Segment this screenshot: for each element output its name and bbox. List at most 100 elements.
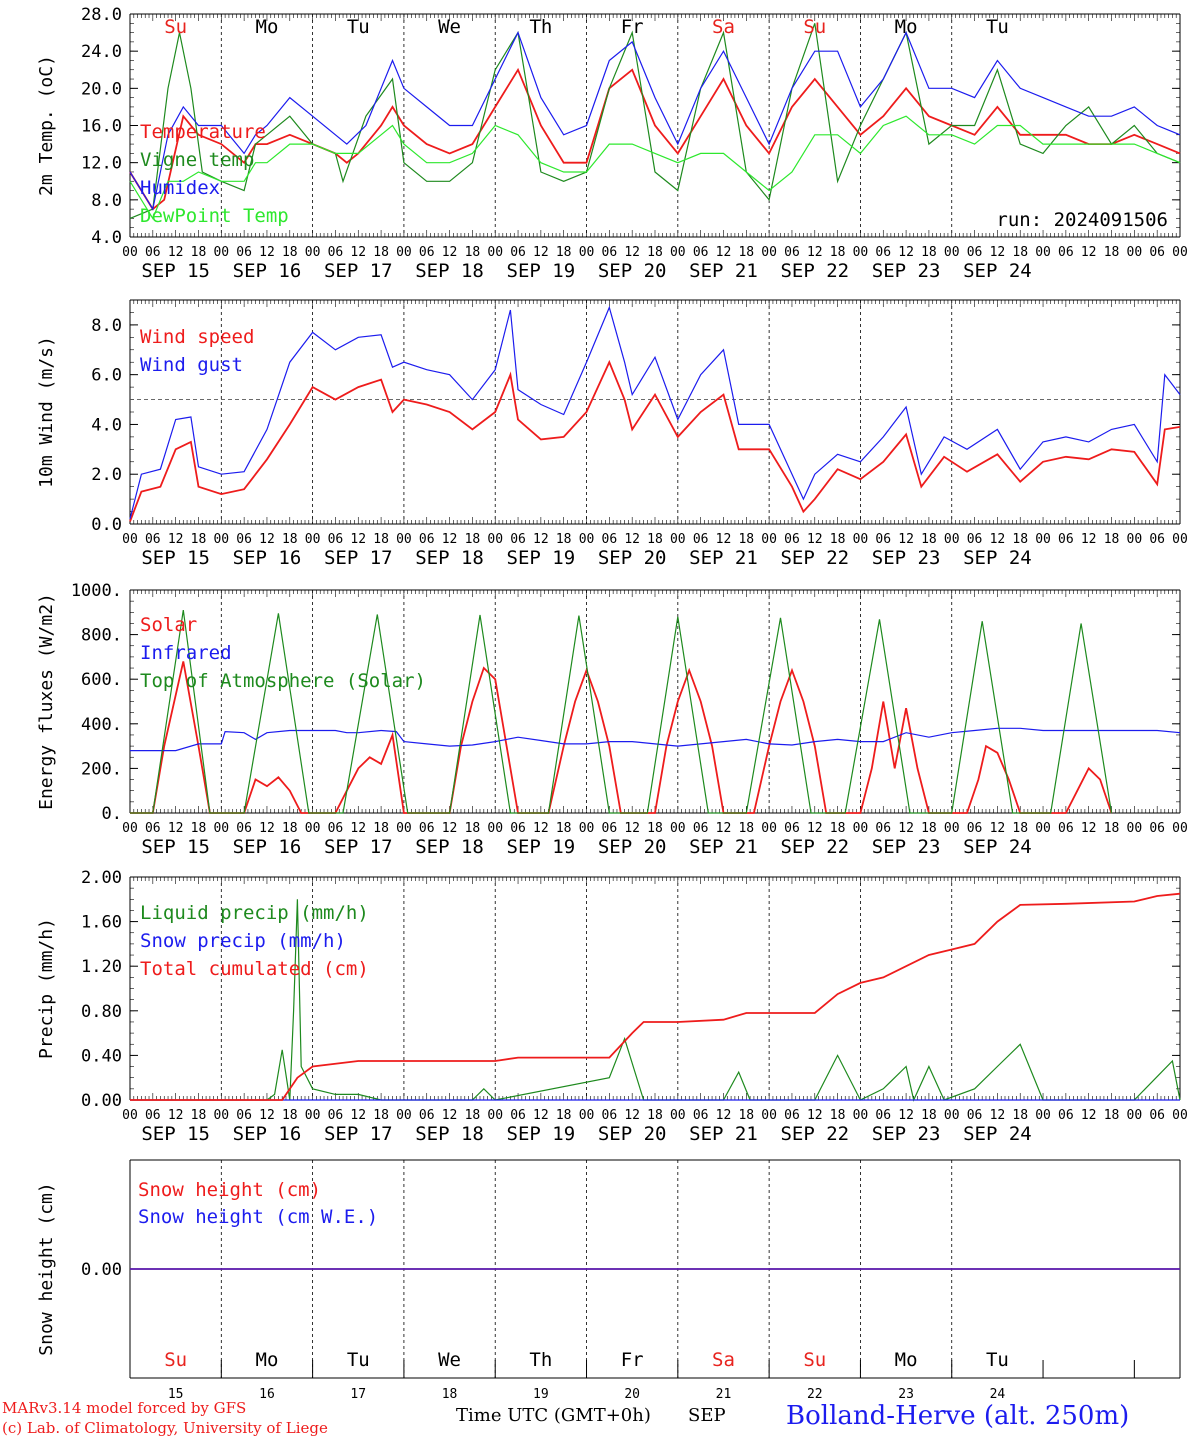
hour-tick-label: 12 — [350, 1108, 366, 1123]
hour-tick-label: 00 — [579, 532, 595, 547]
date-label: SEP 23 — [872, 547, 941, 569]
y-tick-label: 0.40 — [81, 1046, 122, 1066]
hour-tick-label: 06 — [1149, 821, 1165, 836]
hour-tick-label: 12 — [533, 532, 549, 547]
hour-tick-label: 12 — [624, 245, 640, 260]
y-tick-label: 8.0 — [91, 191, 122, 211]
y-tick-label: 0. — [102, 804, 122, 824]
hour-tick-label: 06 — [145, 1108, 161, 1123]
panel-3: 0. 200. 400. 600. 800. 1000. Energy fluxes (W/… — [36, 581, 1188, 858]
hour-tick-label: 00 — [122, 532, 138, 547]
hour-tick-label: 18 — [556, 245, 572, 260]
hour-tick-label: 12 — [807, 245, 823, 260]
hour-tick-label: 06 — [967, 245, 983, 260]
hour-tick-label: 18 — [1104, 532, 1120, 547]
hour-tick-label: 12 — [990, 245, 1006, 260]
y-axis-title: 2m Temp. (oC) — [36, 55, 57, 196]
day-number-label: 24 — [990, 1387, 1006, 1402]
date-label: SEP 16 — [233, 547, 302, 569]
date-label: SEP 21 — [689, 547, 758, 569]
y-tick-label: 1000. — [71, 581, 122, 601]
hour-tick-label: 06 — [145, 532, 161, 547]
hour-tick-label: 06 — [419, 532, 435, 547]
hour-tick-label: 00 — [670, 821, 686, 836]
legend-entry: Vigne temp — [140, 149, 254, 171]
day-of-week-label: Mo — [895, 16, 918, 38]
hour-tick-label: 12 — [442, 821, 458, 836]
hour-tick-label: 00 — [213, 1108, 229, 1123]
date-label: SEP 16 — [233, 1123, 302, 1145]
hour-tick-label: 12 — [533, 821, 549, 836]
legend-entry: Top of Atmosphere (Solar) — [140, 670, 426, 692]
credit-line: (c) Lab. of Climatology, University of L… — [2, 1419, 328, 1437]
hour-tick-label: 00 — [670, 532, 686, 547]
hour-tick-label: 18 — [282, 821, 298, 836]
hour-tick-label: 06 — [1149, 532, 1165, 547]
legend-entry: Temperature — [140, 121, 266, 143]
y-tick-label: 0.0 — [91, 515, 122, 535]
hour-tick-label: 00 — [944, 245, 960, 260]
hour-tick-label: 12 — [350, 245, 366, 260]
hour-tick-label: 06 — [602, 821, 618, 836]
date-label: SEP 17 — [324, 1123, 393, 1145]
hour-tick-label: 18 — [1104, 245, 1120, 260]
day-of-week-label: Fr — [621, 16, 644, 38]
hour-tick-label: 18 — [921, 245, 937, 260]
hour-tick-label: 00 — [305, 532, 321, 547]
hour-tick-label: 18 — [830, 532, 846, 547]
hour-tick-label: 18 — [282, 245, 298, 260]
legend-entry: Liquid precip (mm/h) — [140, 902, 369, 924]
hour-tick-label: 18 — [465, 245, 481, 260]
hour-tick-label: 12 — [898, 1108, 914, 1123]
day-of-week-label: Mo — [256, 1349, 279, 1371]
hour-tick-label: 00 — [213, 532, 229, 547]
station-label: Bolland-Herve (alt. 250m) — [786, 1401, 1130, 1431]
hour-tick-label: 18 — [556, 821, 572, 836]
y-tick-label: 4.0 — [91, 228, 122, 248]
day-number-label: 15 — [168, 1387, 184, 1402]
hour-tick-label: 06 — [328, 245, 344, 260]
hour-tick-label: 06 — [1058, 245, 1074, 260]
y-tick-label: 20.0 — [81, 79, 122, 99]
day-number-label: 21 — [716, 1387, 732, 1402]
date-label: SEP 24 — [963, 1123, 1032, 1145]
hour-tick-label: 00 — [1172, 1108, 1188, 1123]
hour-tick-label: 18 — [373, 245, 389, 260]
series-line-humidex — [129, 31, 1181, 211]
hour-tick-label: 18 — [647, 821, 663, 836]
hour-tick-label: 12 — [1081, 1108, 1097, 1123]
hour-tick-label: 12 — [716, 821, 732, 836]
y-tick-label: 12.0 — [81, 154, 122, 174]
date-label: SEP 17 — [324, 836, 393, 858]
hour-tick-label: 06 — [419, 245, 435, 260]
y-tick-label: 200. — [81, 759, 122, 779]
hour-tick-label: 00 — [944, 532, 960, 547]
hour-tick-label: 00 — [1127, 1108, 1143, 1123]
hour-tick-label: 12 — [807, 1108, 823, 1123]
date-label: SEP 19 — [507, 836, 576, 858]
time-axis-label: Time UTC (GMT+0h) — [456, 1405, 651, 1426]
hour-tick-label: 06 — [419, 821, 435, 836]
day-of-week-label: Tu — [347, 1349, 370, 1371]
hour-tick-label: 12 — [624, 1108, 640, 1123]
hour-tick-label: 12 — [990, 532, 1006, 547]
hour-tick-label: 12 — [807, 821, 823, 836]
day-number-label: 16 — [259, 1387, 275, 1402]
hour-tick-label: 18 — [1012, 821, 1028, 836]
hour-tick-label: 00 — [122, 245, 138, 260]
hour-tick-label: 00 — [1035, 1108, 1051, 1123]
legend-entry: Total cumulated (cm) — [140, 958, 369, 980]
hour-tick-label: 18 — [282, 532, 298, 547]
date-label: SEP 24 — [963, 260, 1032, 282]
hour-tick-label: 18 — [830, 245, 846, 260]
hour-tick-label: 06 — [693, 1108, 709, 1123]
hour-tick-label: 00 — [1172, 532, 1188, 547]
y-tick-label: 2.00 — [81, 868, 122, 888]
hour-tick-label: 12 — [990, 821, 1006, 836]
y-axis-title: 10m Wind (m/s) — [36, 336, 57, 488]
day-of-week-label: Fr — [621, 1349, 644, 1371]
hour-tick-label: 06 — [693, 245, 709, 260]
hour-tick-label: 00 — [396, 1108, 412, 1123]
hour-tick-label: 06 — [328, 532, 344, 547]
date-label: SEP 20 — [598, 836, 667, 858]
